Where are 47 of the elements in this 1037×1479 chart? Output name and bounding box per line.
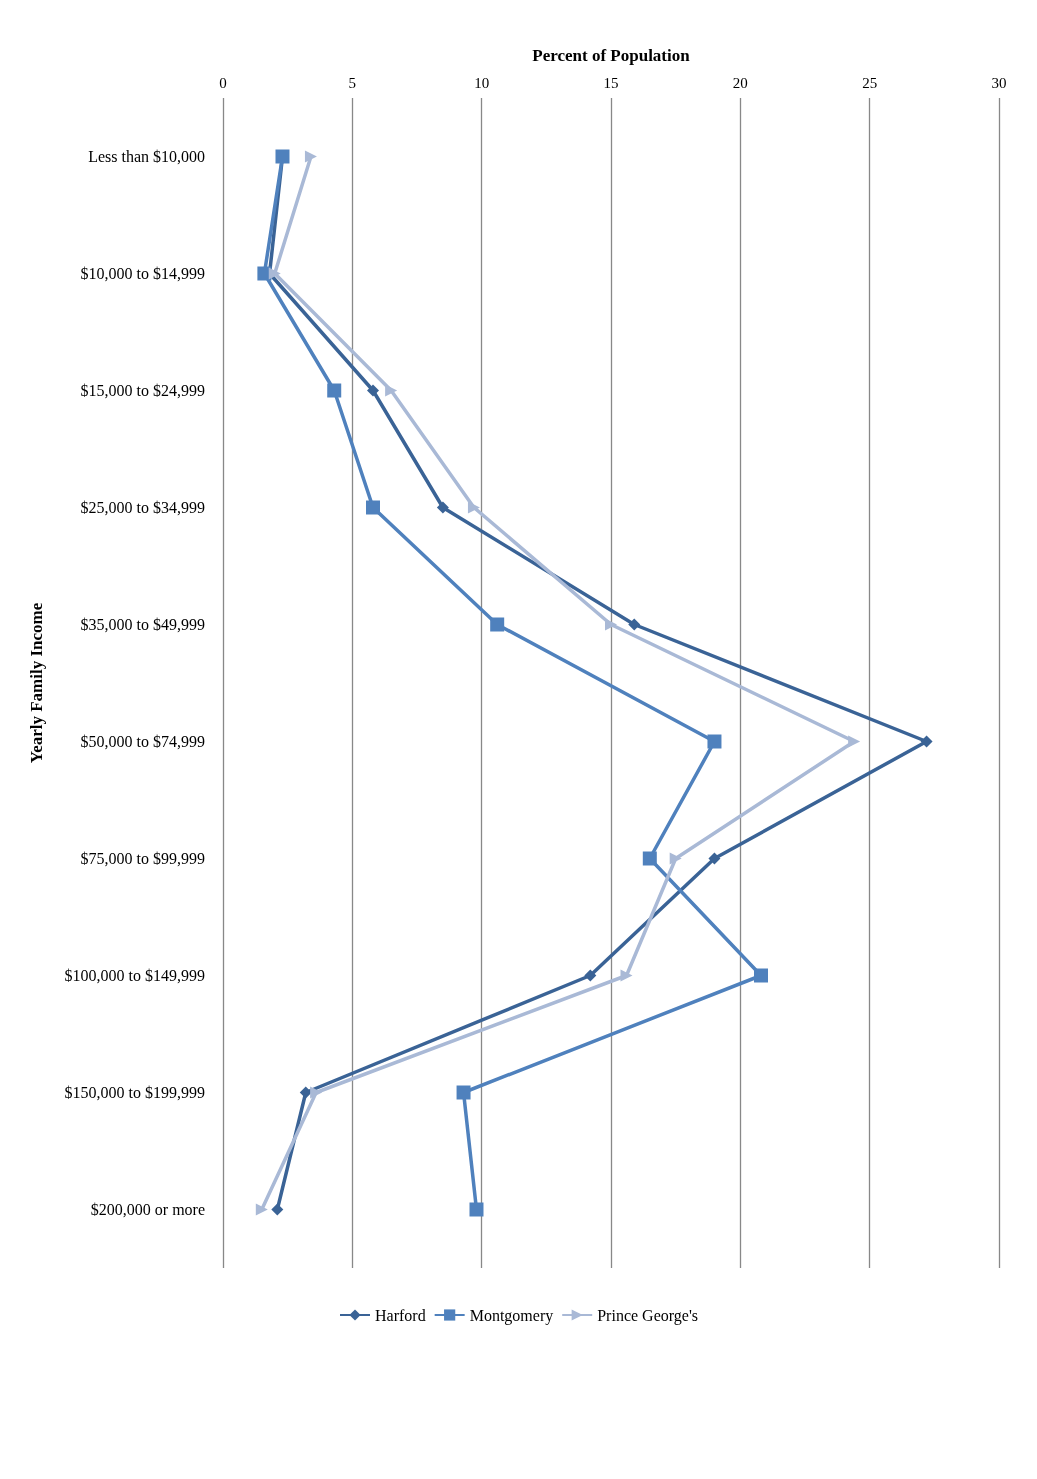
y-tick-label: Less than $10,000 <box>88 148 205 165</box>
point <box>708 852 721 865</box>
y-tick-label: $200,000 or more <box>90 1201 205 1218</box>
legend-label: Montgomery <box>469 1306 554 1325</box>
point <box>642 851 657 866</box>
y-tick-label: $15,000 to $24,999 <box>80 382 205 399</box>
point <box>467 501 480 514</box>
x-tick-label: 20 <box>732 74 748 91</box>
point <box>620 969 633 982</box>
legend-label: Prince George's <box>597 1306 698 1325</box>
point <box>436 501 449 514</box>
point <box>255 1203 268 1216</box>
point <box>327 383 342 398</box>
x-tick-label: 10 <box>474 74 490 91</box>
y-tick-label: $100,000 to $149,999 <box>64 967 205 984</box>
point <box>367 384 380 397</box>
point <box>366 500 381 515</box>
x-tick-label: 5 <box>348 74 357 91</box>
y-tick-label: $50,000 to $74,999 <box>80 733 205 750</box>
x-tick-label: 15 <box>603 74 619 91</box>
y-tick-label: $150,000 to $199,999 <box>64 1084 205 1101</box>
y-axis-title: Yearly Family Income <box>27 602 46 764</box>
y-tick-label: $10,000 to $14,999 <box>80 265 205 282</box>
x-axis-title: Percent of Population <box>532 46 691 65</box>
point <box>707 734 722 749</box>
y-tick-label: $35,000 to $49,999 <box>80 616 205 633</box>
point <box>848 735 861 748</box>
point <box>584 969 597 982</box>
legend-label: Harford <box>375 1306 426 1324</box>
point <box>310 1086 323 1099</box>
x-tick-label: 25 <box>862 74 878 91</box>
point <box>268 267 281 280</box>
point <box>669 852 682 865</box>
point <box>469 1202 484 1217</box>
point <box>304 150 317 163</box>
point <box>754 968 769 983</box>
point <box>299 1086 312 1099</box>
point <box>271 1203 284 1216</box>
y-tick-label: $25,000 to $34,999 <box>80 499 205 516</box>
point <box>605 618 617 631</box>
x-tick-label: 30 <box>991 74 1007 91</box>
point <box>920 735 933 748</box>
point <box>456 1085 471 1100</box>
point <box>628 618 641 631</box>
x-tick-label: 0 <box>219 74 227 91</box>
point <box>490 617 505 632</box>
y-tick-label: $75,000 to $99,999 <box>80 850 205 867</box>
